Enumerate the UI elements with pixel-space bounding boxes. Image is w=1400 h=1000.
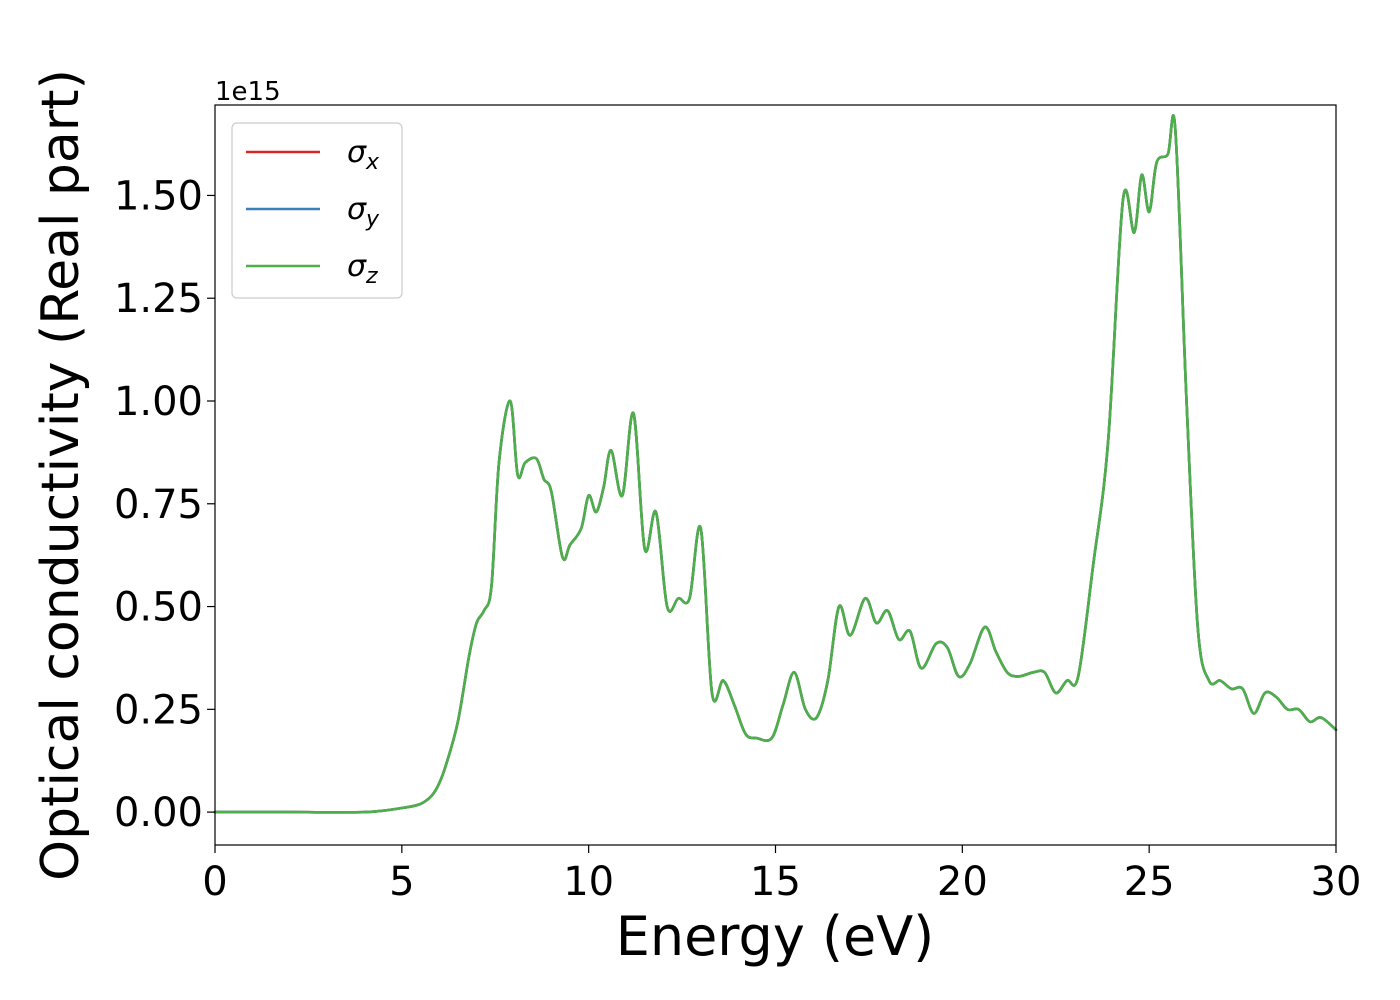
legend-label-x: σx [347,135,380,175]
legend-symbol: σ [347,135,367,170]
y-tick-label: 0.50 [114,585,203,631]
y-tick-label: 0.75 [114,482,203,528]
x-tick-label: 0 [202,859,227,905]
y-tick-label: 1.00 [114,379,203,425]
legend-subscript: x [365,150,380,175]
x-tick-label: 20 [937,859,988,905]
series-layer [213,114,1338,814]
legend-subscript: z [365,264,378,289]
legend-subscript: y [365,207,380,232]
legend-symbol: σ [347,192,367,227]
x-tick-label: 25 [1124,859,1175,905]
legend-symbol: σ [347,249,367,284]
x-axis-label: Energy (eV) [616,905,935,968]
x-tick-label: 5 [389,859,414,905]
legend-label-z: σz [347,249,378,289]
x-tick-label: 10 [563,859,614,905]
y-tick-label: 0.25 [114,687,203,733]
legend-label-y: σy [347,192,380,232]
y-tick-label: 0.00 [114,790,203,836]
legend-box [231,122,403,299]
y-axis-label: Optical conductivity (Real part) [31,69,91,881]
y-tick-label: 1.50 [114,173,203,219]
y-offset-label: 1e15 [215,77,281,107]
x-tick-label: 30 [1311,859,1362,905]
y-tick-label: 1.25 [114,276,203,322]
x-tick-label: 15 [750,859,801,905]
x-axis-ticks: 0 5 10 15 20 25 30 [202,845,1361,905]
series-line-z [213,114,1338,814]
y-axis-ticks: 0.00 0.25 0.50 0.75 1.00 1.25 1.50 [114,173,215,836]
